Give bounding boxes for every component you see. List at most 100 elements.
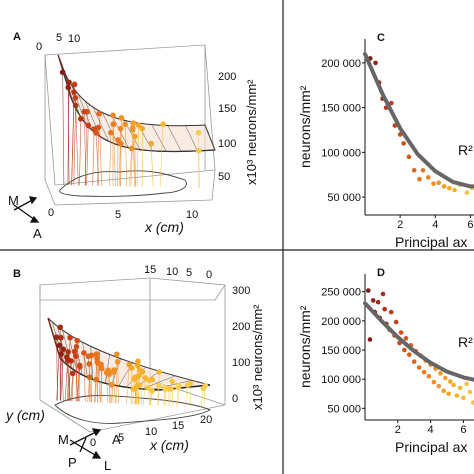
data-point: [195, 129, 202, 136]
panel-d-xtick: 2: [395, 424, 401, 436]
data-point: [175, 384, 181, 391]
data-point: [73, 343, 80, 350]
b-xtick-2: 10: [145, 426, 157, 438]
data-point: [110, 121, 117, 128]
panel-d-point: [375, 299, 381, 305]
panel-d-point: [464, 381, 469, 387]
data-point: [71, 89, 77, 95]
surface-grid-line: [167, 125, 182, 152]
panel-d-point: [431, 379, 437, 385]
panel-c-ytick: 150 000: [321, 103, 361, 115]
stem: [66, 337, 71, 402]
panel-c-ytick: 50 000: [327, 192, 361, 204]
stem: [60, 354, 62, 401]
data-point: [108, 381, 115, 388]
panel-c-point: [431, 181, 436, 186]
stem: [109, 132, 112, 187]
data-point: [155, 382, 162, 389]
panel-d-point: [447, 379, 453, 384]
data-point: [58, 334, 64, 341]
a-x-axis-label: x (cm): [144, 219, 184, 235]
data-point: [187, 380, 194, 387]
panel-c-point: [411, 167, 417, 173]
surface-grid-line: [82, 342, 88, 378]
panel-d-point: [457, 385, 463, 391]
data-point: [86, 374, 93, 381]
data-point: [110, 369, 117, 375]
data-point: [169, 378, 176, 385]
panel-c-point: [420, 167, 426, 173]
data-point: [94, 359, 101, 365]
data-point: [108, 129, 114, 136]
panel-d-point: [454, 393, 460, 398]
data-point: [132, 374, 138, 381]
panel-a: A 0 5 10 0 5 10 200 150 100 50 x1: [8, 31, 259, 241]
panel-d-point: [446, 391, 451, 397]
data-point: [65, 349, 72, 355]
stem: [95, 132, 100, 186]
panel-d-point: [388, 309, 394, 315]
stem: [147, 387, 151, 405]
panel-d-point: [426, 373, 432, 379]
stem: [150, 143, 154, 187]
b-ytick-0: 15: [144, 264, 156, 276]
a-ytick-2: 10: [68, 33, 80, 45]
a-compass-m: M: [8, 193, 19, 208]
panel-d-point: [406, 352, 412, 357]
data-point: [156, 369, 163, 375]
data-point: [96, 110, 102, 117]
data-point: [148, 140, 154, 147]
a-ztick-1: 150: [218, 103, 236, 115]
panel-a-compass: [13, 196, 40, 223]
stem: [158, 371, 160, 406]
panel-a-points: [59, 69, 202, 154]
data-point: [118, 140, 124, 147]
stem: [198, 150, 200, 188]
b-z-axis-label: x10³ neurons/mm²: [250, 304, 265, 410]
data-point: [56, 342, 63, 349]
data-point: [130, 120, 137, 126]
panel-d-point: [451, 382, 456, 388]
data-point: [93, 376, 99, 383]
data-point: [59, 69, 66, 76]
stem: [78, 365, 81, 402]
panel-b: B 15 10 5 0 0 5 10 15 20 300 200 100 0: [5, 264, 265, 473]
data-point: [118, 114, 125, 121]
panel-c-r2-annotation: R²: [458, 142, 473, 158]
panel-d-point: [416, 365, 422, 370]
data-point: [196, 147, 202, 154]
b-xtick-3: 15: [172, 420, 184, 432]
stem: [172, 381, 174, 407]
data-point: [88, 352, 95, 359]
data-point: [67, 334, 73, 341]
a-xtick-1: 5: [115, 209, 121, 221]
panel-d-point: [461, 395, 466, 401]
data-point: [99, 365, 105, 372]
stem: [95, 379, 97, 403]
b-ytick-2: 5: [186, 267, 192, 279]
b-y-axis-label: y (cm): [5, 407, 45, 423]
stem: [130, 123, 134, 187]
panel-a-floor-outline: [59, 170, 187, 197]
data-point: [135, 122, 142, 128]
stem: [112, 371, 116, 404]
data-point: [93, 130, 99, 136]
data-point: [114, 358, 121, 365]
stem: [75, 97, 79, 186]
stem: [106, 372, 109, 403]
panel-d-point: [398, 330, 404, 335]
panel-c-ytick: 100 000: [321, 147, 361, 159]
panel-c-point: [417, 176, 422, 182]
panel-d-xtick: 4: [428, 424, 434, 436]
stem: [143, 377, 146, 405]
stem: [159, 124, 164, 188]
b-ytick-1: 10: [166, 266, 178, 278]
data-point: [85, 122, 92, 129]
data-point: [63, 354, 70, 360]
panel-d-ytick: 250 000: [321, 287, 361, 299]
b-xtick-0: 0: [90, 437, 96, 449]
panel-d-point: [402, 347, 407, 353]
panel-b-stems: [56, 327, 206, 408]
stem: [83, 352, 86, 402]
panel-c-xtick: 4: [432, 219, 438, 231]
